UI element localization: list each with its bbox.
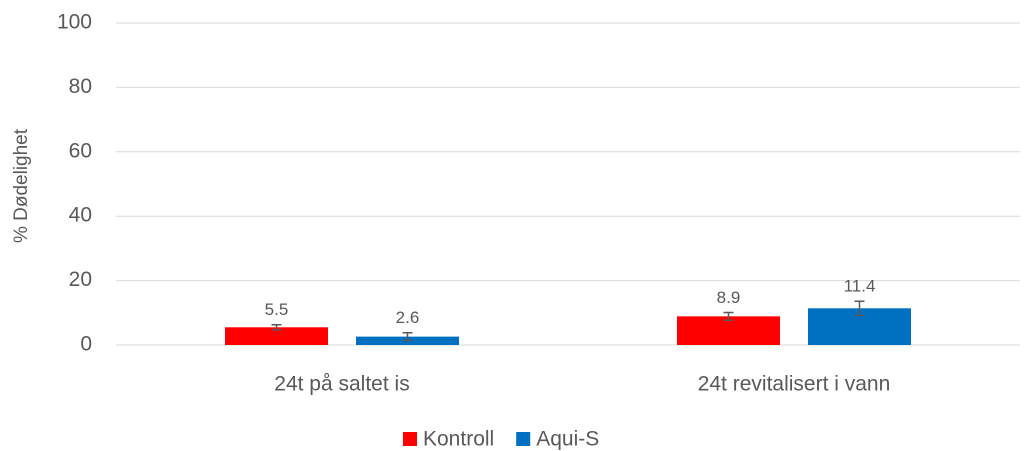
bar [677, 316, 780, 345]
legend-swatch [403, 432, 417, 446]
x-tick-label: 24t revitalisert i vann [698, 373, 891, 396]
y-tick-label: 20 [69, 268, 92, 291]
y-tick-label: 60 [69, 139, 92, 162]
bar [225, 327, 328, 345]
data-label: 11.4 [844, 277, 876, 296]
data-label: 2.6 [396, 308, 420, 327]
legend-label: Kontroll [423, 428, 494, 451]
y-axis-label: % Dødelighet [11, 128, 32, 243]
y-tick-label: 0 [80, 333, 92, 356]
error-bar [854, 300, 865, 317]
y-tick-label: 40 [69, 204, 92, 227]
x-tick-label: 24t på saltet is [274, 373, 409, 396]
legend-swatch [516, 432, 531, 446]
data-label: 5.5 [265, 300, 289, 319]
legend-label: Aqui-S [536, 428, 599, 451]
y-tick-label: 100 [57, 11, 92, 34]
error-bar [402, 332, 413, 342]
data-label: 8.9 [717, 288, 741, 307]
error-bar [723, 311, 734, 321]
error-bar [271, 323, 282, 331]
y-tick-label: 80 [69, 75, 92, 98]
